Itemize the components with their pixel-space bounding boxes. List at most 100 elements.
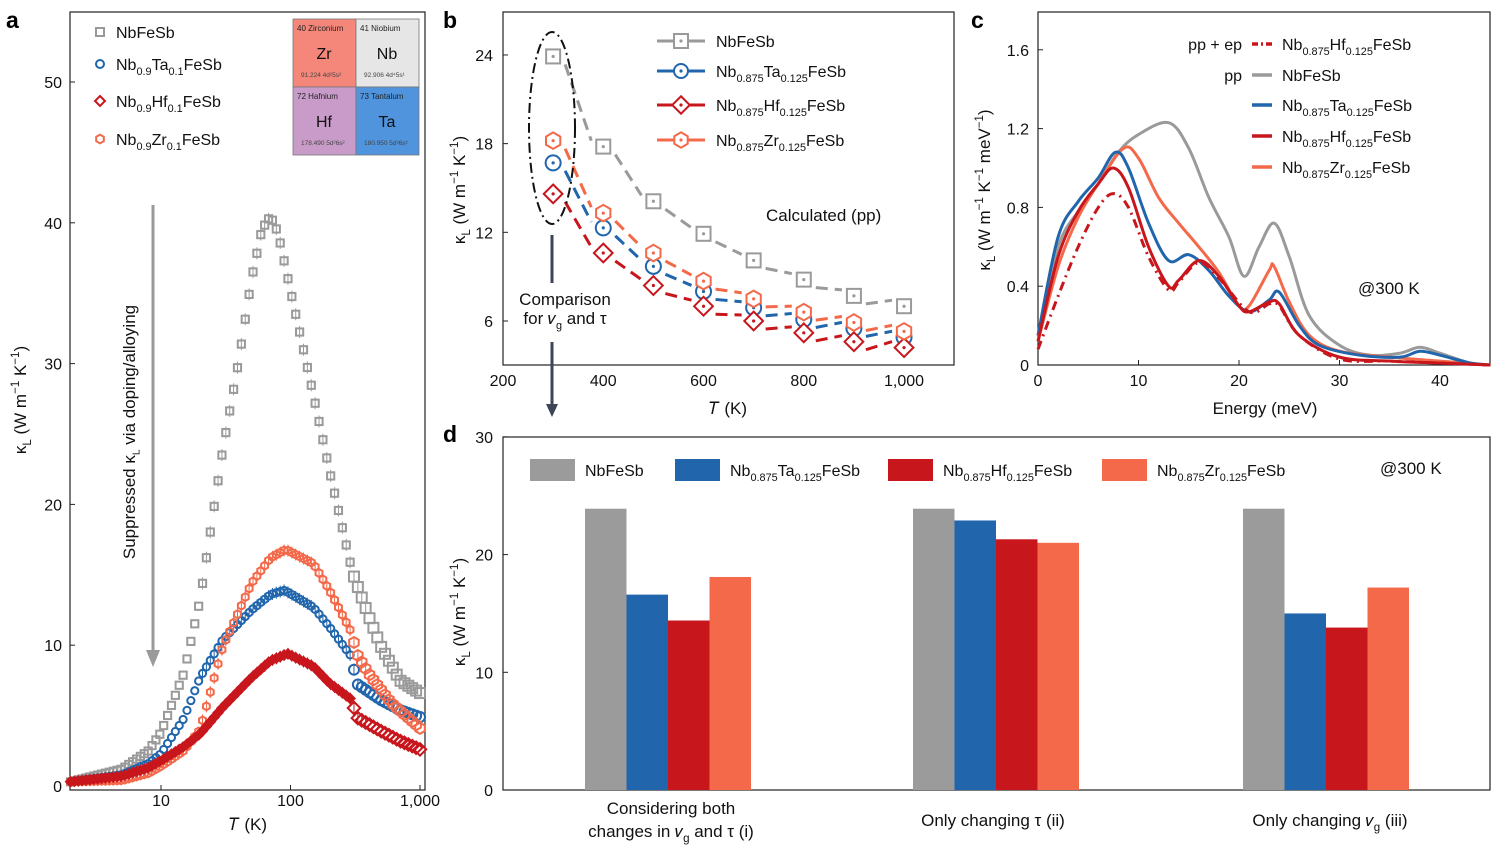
data-point [375, 640, 388, 653]
legend-label: Nb0.875​Zr0.125​FeSb [1157, 463, 1285, 484]
data-point [182, 654, 192, 664]
data-point [389, 731, 405, 747]
data-point [357, 714, 374, 731]
marker-dot [651, 283, 655, 288]
arrow-head-icon [146, 650, 160, 667]
marker-dot [551, 192, 555, 196]
comparison-label-line1: Comparison [519, 290, 611, 309]
data-point [410, 684, 423, 697]
bar-Zr-1 [709, 576, 751, 790]
element-name: 72 Hafnium [297, 92, 338, 101]
legend-prefix: pp [1224, 68, 1242, 85]
legend-label: Nb0.9​Ta0.1​FeSb [116, 57, 222, 78]
series-line-segment [563, 63, 593, 142]
x-tick-label: 40 [1431, 373, 1449, 390]
series-Hf [64, 647, 428, 788]
legend-label: Nb0.875​Ta0.125​FeSb [1282, 98, 1412, 119]
bar-Zr-2 [1037, 542, 1079, 790]
legend-label: Nb0.875​Hf0.125​FeSb [1282, 129, 1411, 150]
element-mass: 178.490 5d²6s² [301, 140, 346, 147]
plot-frame [1037, 11, 1491, 366]
series-line-segment [765, 312, 792, 318]
series-line-segment [563, 201, 593, 248]
data-point [396, 735, 413, 751]
series-line-segment [563, 170, 593, 223]
plot-frame [502, 11, 955, 366]
legend-prefix: pp + ep [1188, 37, 1242, 54]
legend-marker [95, 27, 105, 37]
marker-dot [601, 144, 605, 149]
marker-dot [802, 331, 806, 335]
y-tick-label: 18 [475, 137, 493, 154]
legend-label: NbFeSb [1282, 68, 1341, 85]
legend-label: Nb0.875​Zr0.125​FeSb [716, 133, 844, 154]
x-tick-label: 1,000 [400, 793, 440, 810]
series-line-segment [614, 220, 643, 249]
bar-bar_gray-1 [585, 508, 627, 790]
marker-dot [679, 138, 683, 142]
element-cell-Hf [292, 86, 357, 156]
bar-Ta-1 [626, 594, 668, 790]
series-line-segment [664, 259, 693, 277]
legend-swatch [530, 459, 575, 481]
series-line-segment [665, 292, 692, 302]
legend-label: Nb0.9​Hf0.1​FeSb [116, 94, 221, 115]
legend-label: Nb0.9​Zr0.1​FeSb [116, 132, 220, 153]
element-symbol: Hf [316, 114, 333, 131]
comparison-label-line2: for 𝑣g​ and τ [523, 309, 606, 332]
data-point [186, 695, 196, 706]
series-Zr [66, 544, 426, 787]
data-point [373, 723, 389, 739]
marker-dot [852, 294, 856, 298]
marker-dot [679, 39, 683, 43]
y-axis-label: κL​ (W m−1​ K−1​ meV−1​) [974, 109, 998, 270]
bar-Hf-3 [1326, 627, 1368, 790]
data-point [367, 621, 380, 634]
marker-dot [551, 139, 555, 143]
element-symbol: Nb [377, 46, 398, 63]
marker-dot [651, 264, 655, 268]
curve-Zr [1036, 145, 1491, 367]
marker-dot [701, 304, 706, 308]
data-point [414, 687, 426, 700]
element-symbol: Zr [316, 46, 332, 63]
series-line-segment [613, 153, 643, 197]
data-point [385, 729, 401, 745]
data-point [386, 661, 399, 674]
annotation-calculated: Calculated (pp) [766, 206, 881, 225]
data-point [414, 721, 426, 735]
marker-dot [551, 161, 555, 165]
panel-label-b: b [443, 7, 457, 33]
periodic-table-inset: 40 Zirconium Zr 91.224 4d²5s² 41 Niobium Nb 9… [292, 18, 420, 156]
panel-c-chart: 0 0.4 0.8 1.2 1.6 0 10 20 30 40 Energy (meV) κL​ (W… [974, 11, 1491, 418]
data-point [194, 601, 204, 611]
panel-d-chart: 0 10 20 30 κL​ (W m−1​ K−1​) @300 K Considerin… [449, 430, 1491, 845]
y-tick-label: 6 [484, 314, 493, 331]
arrow-head-icon [546, 404, 558, 417]
data-point [363, 612, 376, 625]
marker-dot [902, 346, 906, 350]
series-Zr [545, 131, 913, 341]
data-point [190, 686, 200, 696]
data-point [162, 710, 173, 721]
data-point [392, 733, 409, 749]
data-point [182, 705, 192, 715]
legend-label: NbFeSb [116, 25, 175, 42]
series-line-segment [865, 340, 893, 352]
y-axis-label: κL​ (W m−1​ K−1​) [449, 558, 473, 666]
legend-label: Nb0.875​Ta0.125​FeSb [716, 64, 846, 85]
y-tick-label: 20 [475, 548, 493, 565]
y-tick-label: 10 [475, 665, 493, 682]
annotation-temperature: @300 K [1380, 459, 1442, 478]
x-tick-label: 400 [590, 373, 617, 390]
data-point [178, 714, 188, 725]
element-name: 41 Niobium [360, 24, 401, 33]
y-tick-label: 0 [484, 783, 493, 800]
series-Hf [542, 183, 915, 359]
marker-dot [679, 69, 683, 73]
category-label: Only changing 𝑣g​ (iii) [1252, 811, 1407, 834]
data-point [194, 676, 204, 686]
data-point [408, 740, 424, 756]
data-point [186, 636, 196, 646]
